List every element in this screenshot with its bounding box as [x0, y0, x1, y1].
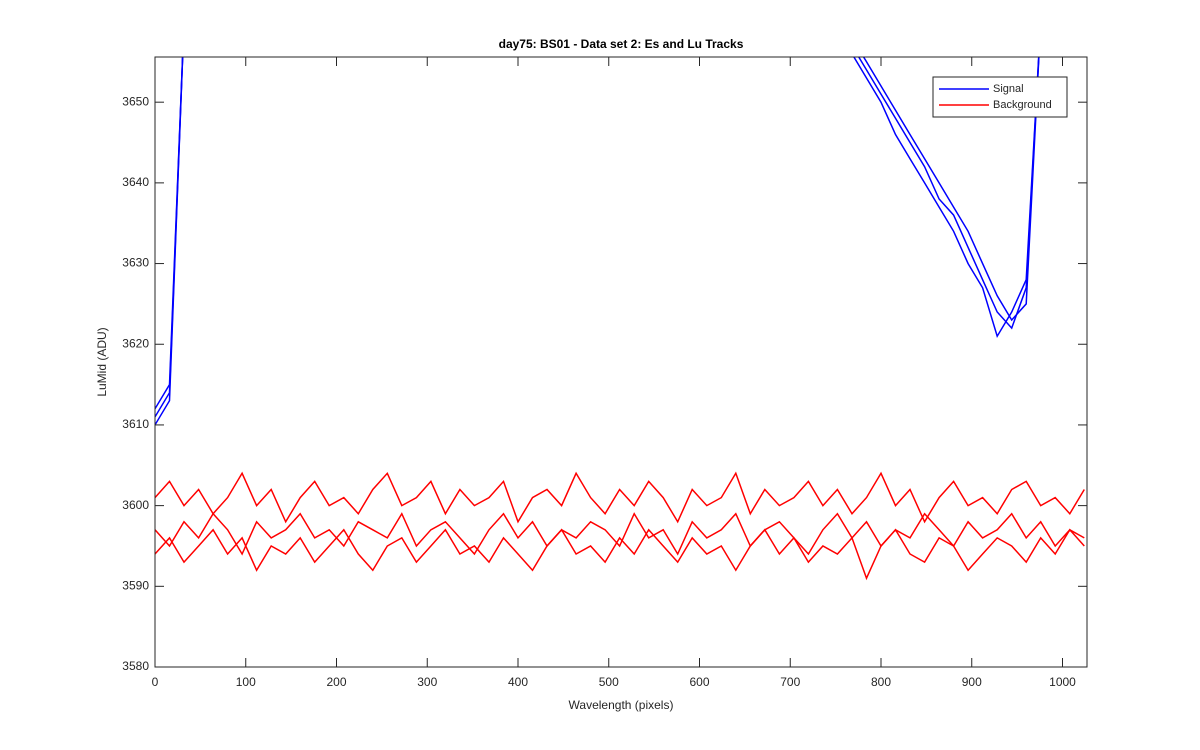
legend-box [932, 76, 1068, 118]
x-tick-label: 900 [962, 675, 982, 689]
y-tick-label: 3600 [122, 498, 149, 512]
chart-title: day75: BS01 - Data set 2: Es and Lu Trac… [499, 37, 744, 51]
y-tick-label: 3620 [122, 336, 149, 350]
series-line [155, 528, 1085, 581]
series-line [155, 512, 1085, 556]
x-tick-label: 300 [417, 675, 437, 689]
series-line [155, 57, 1040, 410]
axes-box [154, 56, 1088, 668]
y-tick-label: 3630 [122, 256, 149, 270]
legend-label: Background [993, 99, 1052, 111]
legend-label: Signal [993, 83, 1024, 95]
y-tick-label: 3610 [122, 417, 149, 431]
y-tick-label: 3590 [122, 578, 149, 592]
x-tick-label: 100 [236, 675, 256, 689]
x-tick-label: 400 [508, 675, 528, 689]
x-tick-label: 700 [780, 675, 800, 689]
series-line [155, 471, 1085, 524]
y-tick-label: 3640 [122, 175, 149, 189]
x-tick-label: 0 [152, 675, 159, 689]
plot-lines [155, 57, 1085, 581]
y-tick-label: 3650 [122, 94, 149, 108]
x-tick-label: 200 [326, 675, 346, 689]
x-axis-label: Wavelength (pixels) [569, 698, 674, 712]
x-tick-label: 800 [871, 675, 891, 689]
x-tick-label: 500 [599, 675, 619, 689]
y-tick-label: 3580 [122, 659, 149, 673]
x-tick-label: 1000 [1049, 675, 1076, 689]
y-axis-label: LuMid (ADU) [95, 327, 109, 396]
legend: Signal Background [932, 76, 1068, 118]
x-tick-label: 600 [689, 675, 709, 689]
